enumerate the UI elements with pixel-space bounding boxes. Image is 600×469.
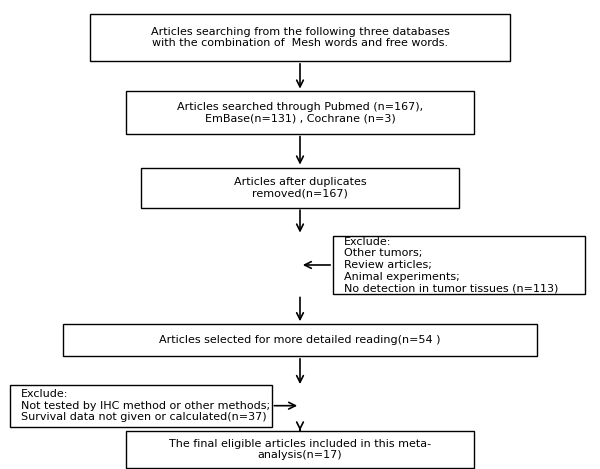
Text: Exclude:
Other tumors;
Review articles;
Animal experiments;
No detection in tumo: Exclude: Other tumors; Review articles; … (344, 237, 558, 293)
FancyBboxPatch shape (90, 14, 510, 61)
FancyBboxPatch shape (333, 236, 585, 295)
FancyBboxPatch shape (10, 385, 271, 427)
Text: Articles after duplicates
removed(n=167): Articles after duplicates removed(n=167) (233, 177, 367, 198)
FancyBboxPatch shape (126, 431, 474, 468)
Text: Articles selected for more detailed reading(n=54 ): Articles selected for more detailed read… (159, 335, 441, 345)
Text: The final eligible articles included in this meta-
analysis(n=17): The final eligible articles included in … (169, 439, 431, 460)
Text: Exclude:
Not tested by IHC method or other methods;
Survival data not given or c: Exclude: Not tested by IHC method or oth… (21, 389, 271, 422)
FancyBboxPatch shape (126, 91, 474, 134)
FancyBboxPatch shape (63, 324, 537, 356)
Text: Articles searching from the following three databases
with the combination of  M: Articles searching from the following th… (151, 27, 449, 48)
Text: Articles searched through Pubmed (n=167),
EmBase(n=131) , Cochrane (n=3): Articles searched through Pubmed (n=167)… (177, 102, 423, 123)
FancyBboxPatch shape (141, 168, 459, 208)
